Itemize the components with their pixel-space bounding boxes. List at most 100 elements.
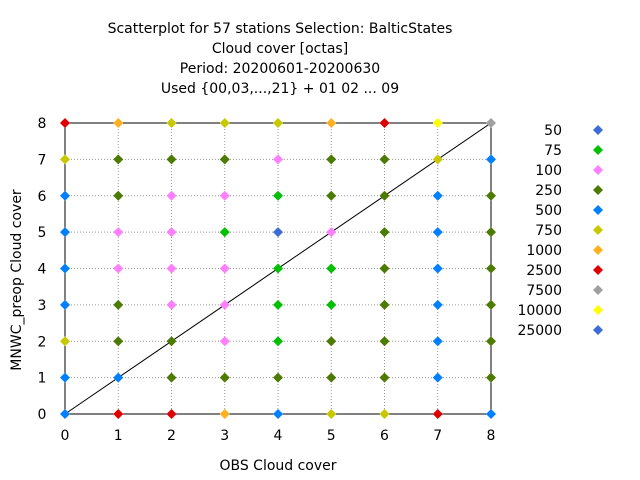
data-point bbox=[273, 372, 283, 383]
x-tick-label: 8 bbox=[487, 428, 496, 444]
data-point bbox=[273, 190, 283, 201]
data-point bbox=[379, 190, 390, 201]
legend-marker bbox=[593, 185, 603, 195]
data-point bbox=[219, 299, 230, 310]
data-point bbox=[60, 372, 70, 383]
data-point bbox=[486, 118, 496, 128]
data-point bbox=[486, 336, 496, 347]
data-point bbox=[326, 409, 337, 419]
data-point bbox=[166, 409, 177, 419]
data-point bbox=[219, 409, 230, 419]
legend-label: 500 bbox=[535, 203, 562, 219]
data-point bbox=[326, 190, 337, 201]
y-tick-label: 3 bbox=[38, 298, 47, 314]
data-point bbox=[113, 299, 124, 310]
data-point bbox=[219, 227, 230, 238]
data-point bbox=[486, 190, 496, 201]
data-point bbox=[326, 227, 337, 238]
data-point bbox=[60, 336, 70, 347]
legend-label: 75 bbox=[544, 143, 562, 159]
data-point bbox=[486, 227, 496, 238]
data-point bbox=[219, 118, 230, 128]
legend-marker bbox=[593, 265, 603, 275]
data-point bbox=[166, 154, 177, 165]
data-point bbox=[326, 118, 337, 128]
data-point bbox=[60, 263, 70, 274]
data-point bbox=[486, 372, 496, 383]
data-point bbox=[273, 154, 283, 165]
data-point bbox=[113, 227, 124, 238]
legend-label: 750 bbox=[535, 223, 562, 239]
y-tick-label: 4 bbox=[38, 262, 47, 278]
legend-marker bbox=[593, 285, 603, 295]
legend-marker bbox=[593, 245, 603, 255]
y-tick-label: 8 bbox=[38, 116, 47, 132]
data-point bbox=[219, 263, 230, 274]
data-point bbox=[432, 227, 443, 238]
data-point bbox=[113, 372, 124, 383]
data-point bbox=[379, 409, 390, 419]
data-point bbox=[219, 336, 230, 347]
data-point bbox=[379, 263, 390, 274]
data-point bbox=[60, 154, 70, 165]
data-point bbox=[166, 299, 177, 310]
legend-marker bbox=[593, 305, 603, 315]
data-point bbox=[432, 299, 443, 310]
data-point bbox=[166, 336, 177, 347]
x-tick-label: 6 bbox=[380, 428, 389, 444]
legend-marker bbox=[593, 225, 603, 235]
data-point bbox=[113, 190, 124, 201]
x-tick-label: 1 bbox=[114, 428, 123, 444]
data-point bbox=[166, 263, 177, 274]
data-point bbox=[379, 336, 390, 347]
title-line-2: Cloud cover [octas] bbox=[211, 41, 349, 57]
data-point bbox=[326, 299, 337, 310]
legend-label: 100 bbox=[535, 163, 562, 179]
x-tick-label: 3 bbox=[220, 428, 229, 444]
title-line-4: Used {00,03,...,21} + 01 02 ... 09 bbox=[160, 81, 400, 97]
data-point bbox=[326, 263, 337, 274]
data-point bbox=[432, 118, 443, 128]
data-point bbox=[273, 336, 283, 347]
y-tick-label: 6 bbox=[38, 189, 47, 205]
data-point bbox=[113, 409, 124, 419]
data-point bbox=[326, 372, 337, 383]
legend-label: 1000 bbox=[526, 243, 562, 259]
data-point bbox=[273, 409, 283, 419]
x-tick-label: 2 bbox=[167, 428, 176, 444]
data-point bbox=[486, 409, 496, 419]
legend-marker bbox=[593, 145, 603, 155]
data-point bbox=[432, 336, 443, 347]
legend-marker bbox=[593, 165, 603, 175]
data-point bbox=[432, 154, 443, 165]
x-tick-label: 4 bbox=[274, 428, 283, 444]
data-point bbox=[219, 372, 230, 383]
data-point bbox=[273, 263, 283, 274]
data-point bbox=[486, 299, 496, 310]
data-point bbox=[219, 190, 230, 201]
data-point bbox=[166, 190, 177, 201]
data-point bbox=[113, 154, 124, 165]
data-point bbox=[379, 118, 390, 128]
y-tick-label: 0 bbox=[38, 407, 47, 423]
data-point bbox=[273, 118, 283, 128]
data-point bbox=[486, 154, 496, 165]
data-point bbox=[379, 372, 390, 383]
x-tick-label: 5 bbox=[327, 428, 336, 444]
x-tick-label: 0 bbox=[61, 428, 70, 444]
data-point bbox=[113, 118, 124, 128]
y-tick-label: 5 bbox=[38, 225, 47, 241]
data-point bbox=[273, 227, 283, 238]
y-tick-label: 2 bbox=[38, 334, 47, 350]
data-point bbox=[60, 118, 70, 128]
data-point bbox=[432, 409, 443, 419]
data-point bbox=[60, 190, 70, 201]
data-point bbox=[60, 409, 70, 419]
data-point bbox=[60, 227, 70, 238]
legend-marker bbox=[593, 205, 603, 215]
data-point bbox=[486, 263, 496, 274]
data-point bbox=[113, 263, 124, 274]
legend-label: 50 bbox=[544, 123, 562, 139]
data-point bbox=[379, 227, 390, 238]
